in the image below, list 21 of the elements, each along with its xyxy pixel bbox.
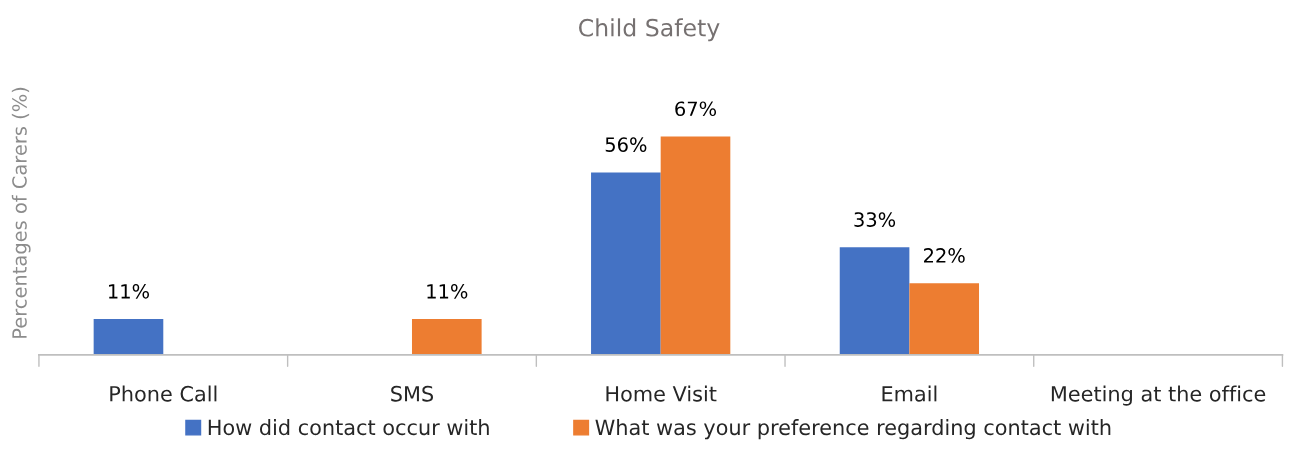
bar bbox=[591, 172, 661, 355]
bar bbox=[411, 319, 482, 355]
x-tick-label: Home Visit bbox=[606, 385, 717, 402]
data-label: 11% bbox=[109, 283, 150, 299]
legend-label: How did contact occur with bbox=[208, 419, 489, 436]
y-axis-title: Percentages of Carers (%) bbox=[11, 87, 31, 338]
x-tick-label: Meeting at the office bbox=[1051, 385, 1266, 406]
data-label: 67% bbox=[675, 101, 717, 117]
bar bbox=[909, 283, 980, 355]
x-tick-label: SMS bbox=[391, 385, 434, 402]
bar bbox=[839, 247, 910, 355]
data-label: 22% bbox=[924, 248, 965, 263]
chart-title: Child Safety bbox=[579, 18, 720, 42]
bar bbox=[660, 136, 731, 355]
x-tick-label: Email bbox=[882, 385, 937, 402]
legend-label: What was your preference regarding contact with bbox=[595, 419, 1111, 440]
x-tick-label: Phone Call bbox=[110, 385, 217, 402]
bar bbox=[93, 319, 164, 355]
data-label: 33% bbox=[854, 212, 896, 227]
data-label: 56% bbox=[605, 137, 647, 152]
data-label: 11% bbox=[427, 283, 468, 299]
